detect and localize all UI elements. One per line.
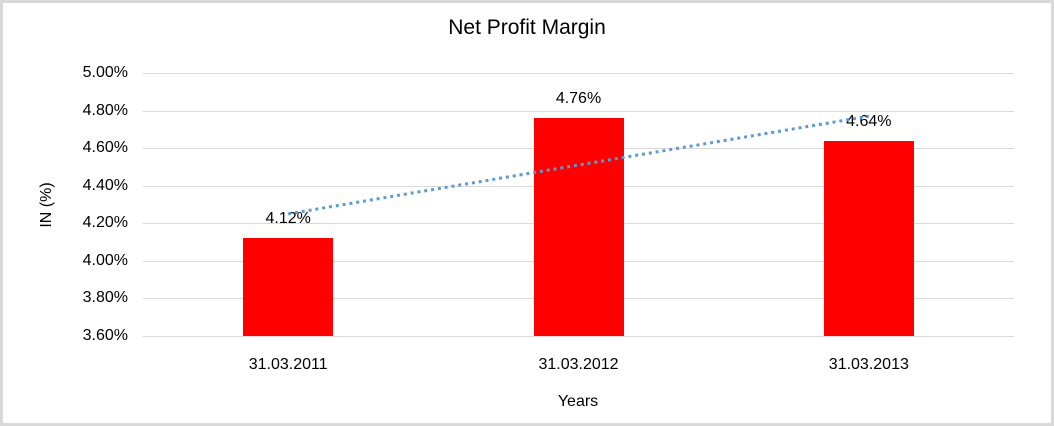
bar-data-label: 4.64% (846, 112, 892, 130)
bar-data-label: 4.76% (555, 90, 602, 108)
y-tick-label: 4.20% (82, 214, 128, 232)
y-tick-label: 4.00% (82, 251, 128, 269)
y-tick-label: 4.40% (82, 176, 128, 194)
bar-31.03.2011 (243, 238, 334, 336)
bar-31.03.2013 (823, 140, 914, 336)
x-tick-label: 31.03.2012 (538, 356, 619, 373)
y-tick-label: 3.60% (82, 327, 128, 344)
gridline (143, 73, 1014, 74)
chart-title: Net Profit Margin (448, 16, 606, 39)
x-tick-label: 31.03.2013 (828, 356, 909, 373)
y-tick-label: 5.00% (82, 64, 128, 81)
bar-data-label: 4.12% (265, 210, 311, 228)
y-tick-label: 4.80% (82, 101, 128, 119)
y-tick-label: 4.60% (82, 139, 128, 157)
x-axis-title: Years (557, 393, 599, 410)
x-tick-label: 31.03.2011 (248, 356, 328, 373)
bar-31.03.2012 (533, 118, 624, 336)
y-tick-label: 3.80% (82, 289, 128, 307)
gridline (143, 336, 1014, 337)
gridline (143, 111, 1014, 112)
